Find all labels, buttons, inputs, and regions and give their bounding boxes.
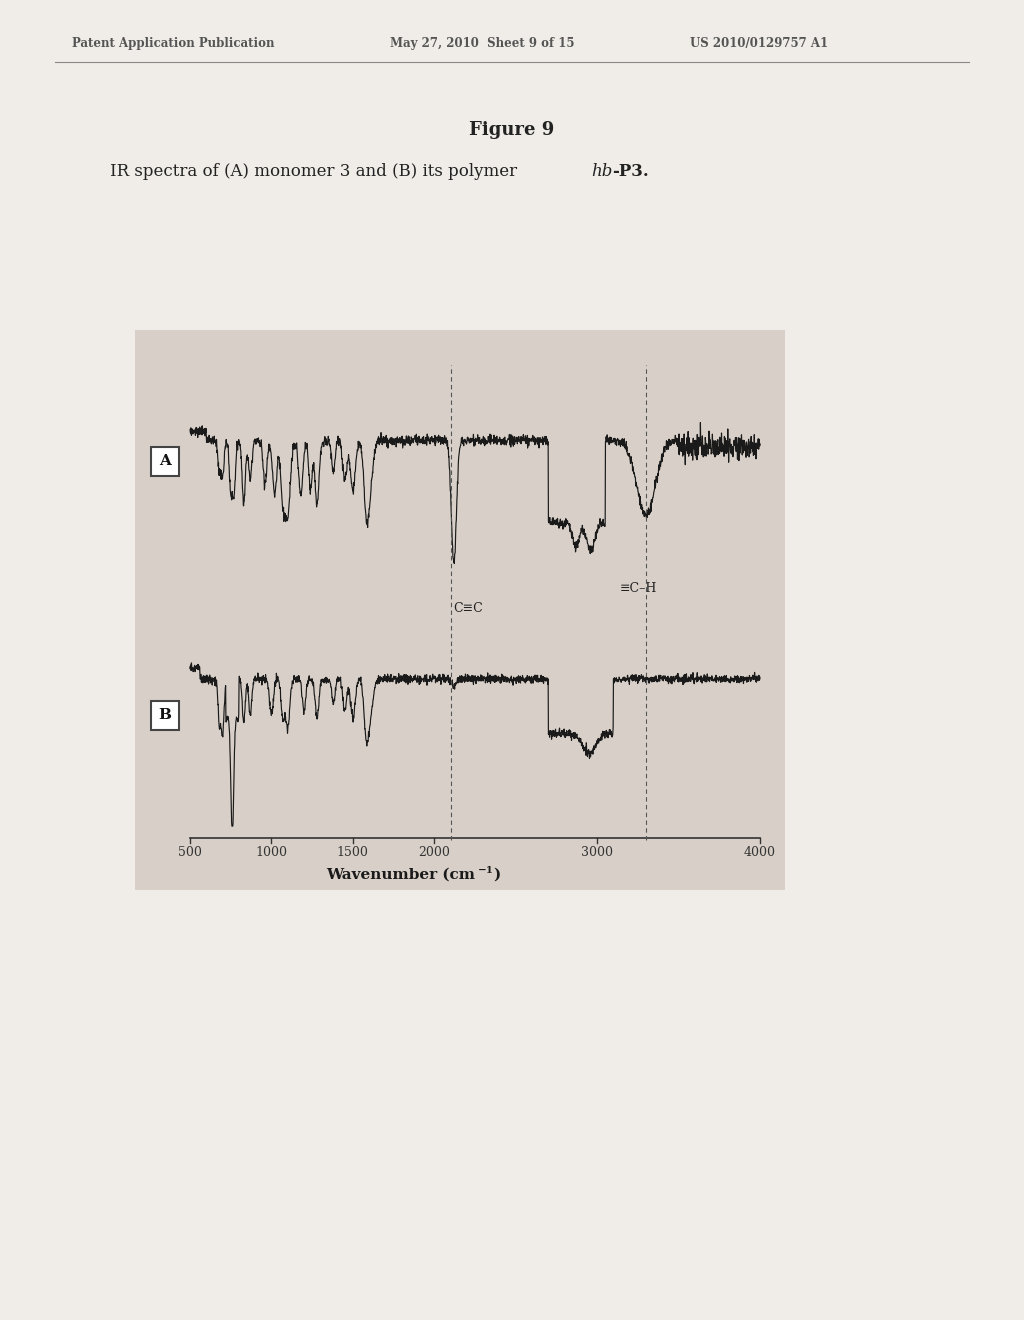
Text: B: B bbox=[159, 708, 171, 722]
Text: US 2010/0129757 A1: US 2010/0129757 A1 bbox=[690, 37, 828, 49]
Text: Patent Application Publication: Patent Application Publication bbox=[72, 37, 274, 49]
Text: C≡C: C≡C bbox=[454, 602, 483, 615]
Text: 3000: 3000 bbox=[582, 846, 613, 859]
Text: ≡C–H: ≡C–H bbox=[620, 582, 656, 595]
Bar bbox=[135, 330, 785, 890]
Text: -P3.: -P3. bbox=[612, 164, 649, 181]
Text: 2000: 2000 bbox=[419, 846, 451, 859]
Text: 1500: 1500 bbox=[337, 846, 369, 859]
Text: Wavenumber (cm: Wavenumber (cm bbox=[326, 869, 475, 882]
Text: May 27, 2010  Sheet 9 of 15: May 27, 2010 Sheet 9 of 15 bbox=[390, 37, 574, 49]
Text: 500: 500 bbox=[178, 846, 202, 859]
Text: ): ) bbox=[493, 869, 501, 882]
FancyBboxPatch shape bbox=[151, 701, 179, 730]
Text: 4000: 4000 bbox=[744, 846, 776, 859]
Text: −1: −1 bbox=[478, 866, 494, 875]
Text: IR spectra of (A) monomer 3 and (B) its polymer: IR spectra of (A) monomer 3 and (B) its … bbox=[110, 164, 522, 181]
FancyBboxPatch shape bbox=[151, 447, 179, 477]
Text: 1000: 1000 bbox=[255, 846, 288, 859]
Text: Figure 9: Figure 9 bbox=[469, 121, 555, 139]
Text: A: A bbox=[159, 454, 171, 469]
Text: hb: hb bbox=[591, 164, 612, 181]
